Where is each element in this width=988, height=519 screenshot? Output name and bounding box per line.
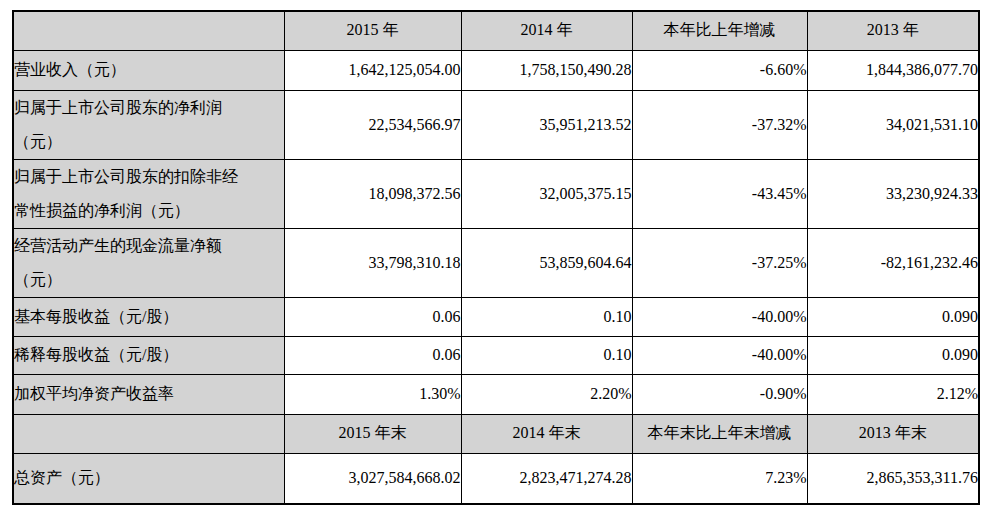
table-row-revenue: 营业收入（元） 1,642,125,054.00 1,758,150,490.2… bbox=[13, 50, 979, 90]
row-label: 归属于上市公司股东的扣除非经 常性损益的净利润（元） bbox=[13, 159, 284, 228]
table-row-net-profit-excl-nonrecurring: 归属于上市公司股东的扣除非经 常性损益的净利润（元） 18,098,372.56… bbox=[13, 159, 979, 228]
row-label: 基本每股收益（元/股） bbox=[13, 297, 284, 336]
value-2015: 22,534,566.97 bbox=[284, 90, 461, 159]
value-2013: 2,865,353,311.76 bbox=[807, 453, 979, 504]
header-2015: 2015 年 bbox=[284, 11, 461, 50]
value-2015: 33,798,310.18 bbox=[284, 228, 461, 297]
value-change: -40.00% bbox=[632, 297, 807, 336]
value-change: -37.25% bbox=[632, 228, 807, 297]
value-2014: 32,005,375.15 bbox=[461, 159, 632, 228]
value-2015: 1,642,125,054.00 bbox=[284, 50, 461, 90]
row-label: 营业收入（元） bbox=[13, 50, 284, 90]
value-change: -37.32% bbox=[632, 90, 807, 159]
table-row-total-assets: 总资产（元） 3,027,584,668.02 2,823,471,274.28… bbox=[13, 453, 979, 504]
value-2015: 0.06 bbox=[284, 297, 461, 336]
value-2014: 35,951,213.52 bbox=[461, 90, 632, 159]
value-2014: 53,859,604.64 bbox=[461, 228, 632, 297]
report-page: 2015 年 2014 年 本年比上年增减 2013 年 营业收入（元） 1,6… bbox=[0, 0, 988, 519]
value-2013: -82,161,232.46 bbox=[807, 228, 979, 297]
table-row-net-profit: 归属于上市公司股东的净利润 （元） 22,534,566.97 35,951,2… bbox=[13, 90, 979, 159]
header-blank-cell bbox=[13, 11, 284, 50]
value-2014: 1,758,150,490.28 bbox=[461, 50, 632, 90]
value-2015: 0.06 bbox=[284, 336, 461, 374]
value-2015: 18,098,372.56 bbox=[284, 159, 461, 228]
table-row-weighted-avg-roe: 加权平均净资产收益率 1.30% 2.20% -0.90% 2.12% bbox=[13, 374, 979, 414]
value-2013: 34,021,531.10 bbox=[807, 90, 979, 159]
value-2013: 0.090 bbox=[807, 336, 979, 374]
header-2014: 2014 年 bbox=[461, 11, 632, 50]
value-2014: 2.20% bbox=[461, 374, 632, 414]
table-row-basic-eps: 基本每股收益（元/股） 0.06 0.10 -40.00% 0.090 bbox=[13, 297, 979, 336]
value-change: -6.60% bbox=[632, 50, 807, 90]
header-2015-year-end: 2015 年末 bbox=[284, 414, 461, 453]
table-header-row-annual: 2015 年 2014 年 本年比上年增减 2013 年 bbox=[13, 11, 979, 50]
value-change: -43.45% bbox=[632, 159, 807, 228]
header-blank-cell bbox=[13, 414, 284, 453]
table-row-operating-cash-flow: 经营活动产生的现金流量净额 （元） 33,798,310.18 53,859,6… bbox=[13, 228, 979, 297]
value-change: 7.23% bbox=[632, 453, 807, 504]
row-label: 总资产（元） bbox=[13, 453, 284, 504]
table-header-row-year-end: 2015 年末 2014 年末 本年末比上年末增减 2013 年末 bbox=[13, 414, 979, 453]
value-2015: 1.30% bbox=[284, 374, 461, 414]
row-label: 经营活动产生的现金流量净额 （元） bbox=[13, 228, 284, 297]
value-2013: 2.12% bbox=[807, 374, 979, 414]
value-2013: 1,844,386,077.70 bbox=[807, 50, 979, 90]
row-label: 加权平均净资产收益率 bbox=[13, 374, 284, 414]
header-2014-year-end: 2014 年末 bbox=[461, 414, 632, 453]
row-label: 归属于上市公司股东的净利润 （元） bbox=[13, 90, 284, 159]
value-2013: 0.090 bbox=[807, 297, 979, 336]
header-yoy-change: 本年比上年增减 bbox=[632, 11, 807, 50]
value-change: -40.00% bbox=[632, 336, 807, 374]
value-2014: 0.10 bbox=[461, 336, 632, 374]
header-2013: 2013 年 bbox=[807, 11, 979, 50]
value-2014: 2,823,471,274.28 bbox=[461, 453, 632, 504]
financial-summary-table: 2015 年 2014 年 本年比上年增减 2013 年 营业收入（元） 1,6… bbox=[12, 10, 980, 505]
header-year-end-change: 本年末比上年末增减 bbox=[632, 414, 807, 453]
value-change: -0.90% bbox=[632, 374, 807, 414]
value-2013: 33,230,924.33 bbox=[807, 159, 979, 228]
header-2013-year-end: 2013 年末 bbox=[807, 414, 979, 453]
value-2015: 3,027,584,668.02 bbox=[284, 453, 461, 504]
table-row-diluted-eps: 稀释每股收益（元/股） 0.06 0.10 -40.00% 0.090 bbox=[13, 336, 979, 374]
value-2014: 0.10 bbox=[461, 297, 632, 336]
row-label: 稀释每股收益（元/股） bbox=[13, 336, 284, 374]
